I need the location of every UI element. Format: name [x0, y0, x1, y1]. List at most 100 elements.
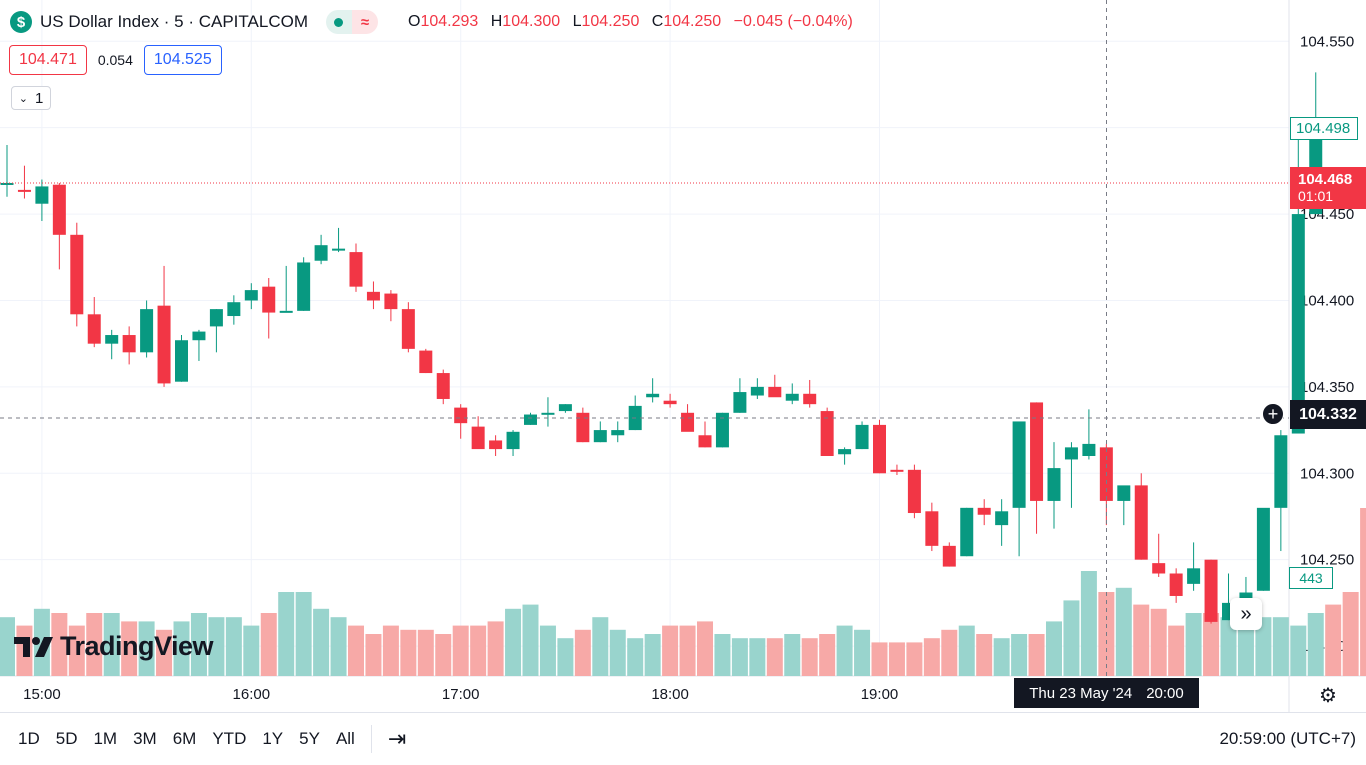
candle-body: [890, 469, 904, 472]
range-3m[interactable]: 3M: [133, 729, 157, 748]
candle-body: [681, 412, 695, 432]
volume-bar: [1360, 508, 1366, 676]
sell-button[interactable]: 104.471: [9, 45, 87, 75]
chevron-down-icon: ⌄: [18, 92, 28, 105]
ohlc-values: O104.293 H104.300 L104.250 C104.250 −0.0…: [400, 13, 853, 31]
time-tick-label: 18:00: [651, 686, 689, 703]
candle-body: [209, 309, 223, 327]
tradingview-watermark[interactable]: TradingView: [14, 631, 214, 662]
candle-body: [1082, 443, 1096, 456]
candle-body: [1187, 568, 1201, 584]
volume-bar: [941, 629, 958, 676]
volume-bar: [330, 617, 347, 676]
candle-body: [768, 386, 782, 398]
candle-body: [524, 414, 537, 425]
candle-body: [1256, 507, 1270, 591]
volume-bar: [452, 625, 469, 676]
delayed-data-wave-icon: ≈: [351, 10, 378, 34]
price-tick-label: 104.550: [1300, 33, 1354, 50]
candle-body: [785, 393, 799, 401]
candle-body: [140, 309, 154, 353]
candle-body: [855, 424, 869, 450]
candle-body: [279, 310, 293, 313]
volume-bar: [243, 625, 260, 676]
candle-body: [419, 350, 433, 374]
candle-body: [471, 426, 485, 450]
volume-bar: [592, 617, 609, 676]
candle-body: [750, 386, 764, 396]
calendar-goto-icon[interactable]: ⇥: [387, 726, 407, 751]
candle-body: [1274, 435, 1288, 508]
volume-bar: [557, 638, 574, 676]
price-chart[interactable]: 104.550104.500104.450104.400104.350104.3…: [0, 0, 1366, 712]
volume-bar: [260, 613, 277, 676]
volume-marker: 443: [1289, 567, 1333, 589]
scroll-to-realtime-button[interactable]: »: [1230, 598, 1262, 630]
candle-body: [52, 184, 66, 235]
bar-countdown: 01:01: [1298, 188, 1334, 204]
add-plus-icon[interactable]: +: [1262, 403, 1284, 425]
volume-bar: [627, 638, 644, 676]
candle-body: [558, 404, 572, 412]
range-5y[interactable]: 5Y: [299, 729, 320, 748]
spread-value: 0.054: [97, 52, 133, 68]
status-pill[interactable]: ≈: [325, 10, 378, 34]
indicators-toggle-button[interactable]: ⌄ 1: [11, 86, 51, 110]
volume-bar: [1133, 604, 1150, 676]
volume-bar: [697, 621, 713, 676]
volume-bar: [51, 613, 68, 676]
time-tick-label: 19:00: [861, 686, 899, 703]
candle-body: [401, 309, 415, 349]
volume-bar: [1168, 625, 1185, 676]
volume-bar: [644, 634, 661, 676]
candle-body: [105, 335, 119, 344]
range-1m[interactable]: 1M: [93, 729, 118, 748]
volume-bar: [138, 621, 155, 676]
candle-body: [663, 400, 677, 405]
volume-bar: [156, 629, 173, 676]
double-chevron-right-icon: »: [1240, 602, 1252, 625]
candle-body: [960, 507, 974, 557]
candle-body: [227, 302, 241, 317]
volume-bar: [801, 638, 818, 676]
volume-bar: [1342, 592, 1359, 676]
timezone-clock[interactable]: 20:59:00 (UTC+7): [1219, 729, 1356, 748]
low-value: 104.250: [581, 13, 640, 30]
candle-body: [733, 392, 747, 413]
volume-bar: [784, 634, 801, 676]
candle-body: [122, 335, 136, 353]
candle-body: [17, 189, 31, 192]
buy-button[interactable]: 104.525: [143, 45, 222, 75]
volume-bar: [679, 625, 696, 676]
last-price-marker: 104.468 01:01: [1290, 167, 1366, 209]
candle-body: [541, 412, 555, 415]
candle-body: [436, 373, 450, 399]
range-1d[interactable]: 1D: [18, 729, 40, 748]
candle-body: [192, 331, 206, 341]
volume-bar: [1028, 634, 1045, 676]
close-label: C: [651, 13, 664, 30]
symbol-title[interactable]: US Dollar Index · 5 · CAPITALCOM: [40, 12, 308, 31]
candle-body: [1047, 468, 1061, 501]
candle-body: [715, 412, 729, 448]
volume-bar: [766, 638, 783, 676]
range-all[interactable]: All: [335, 729, 355, 748]
range-6m[interactable]: 6M: [172, 729, 197, 748]
range-5d[interactable]: 5D: [55, 729, 78, 748]
gear-icon[interactable]: ⚙: [1319, 685, 1337, 707]
candle-body: [0, 182, 14, 185]
crosshair-date: Thu 23 May '24: [1029, 684, 1133, 702]
volume-bar: [348, 625, 364, 676]
price-tick-label: 104.350: [1300, 379, 1354, 396]
volume-bar: [1220, 617, 1237, 676]
volume-bar: [313, 608, 330, 676]
volume-bar: [435, 634, 452, 676]
volume-bar: [888, 642, 905, 676]
time-tick-label: 17:00: [442, 686, 480, 703]
volume-bar: [1255, 617, 1272, 676]
candle-body: [803, 393, 817, 405]
bid-ask-panel: 104.471 0.054 104.525: [9, 45, 222, 75]
range-ytd[interactable]: YTD: [212, 729, 247, 748]
range-1y[interactable]: 1Y: [262, 729, 284, 748]
candle-body: [995, 511, 1009, 526]
